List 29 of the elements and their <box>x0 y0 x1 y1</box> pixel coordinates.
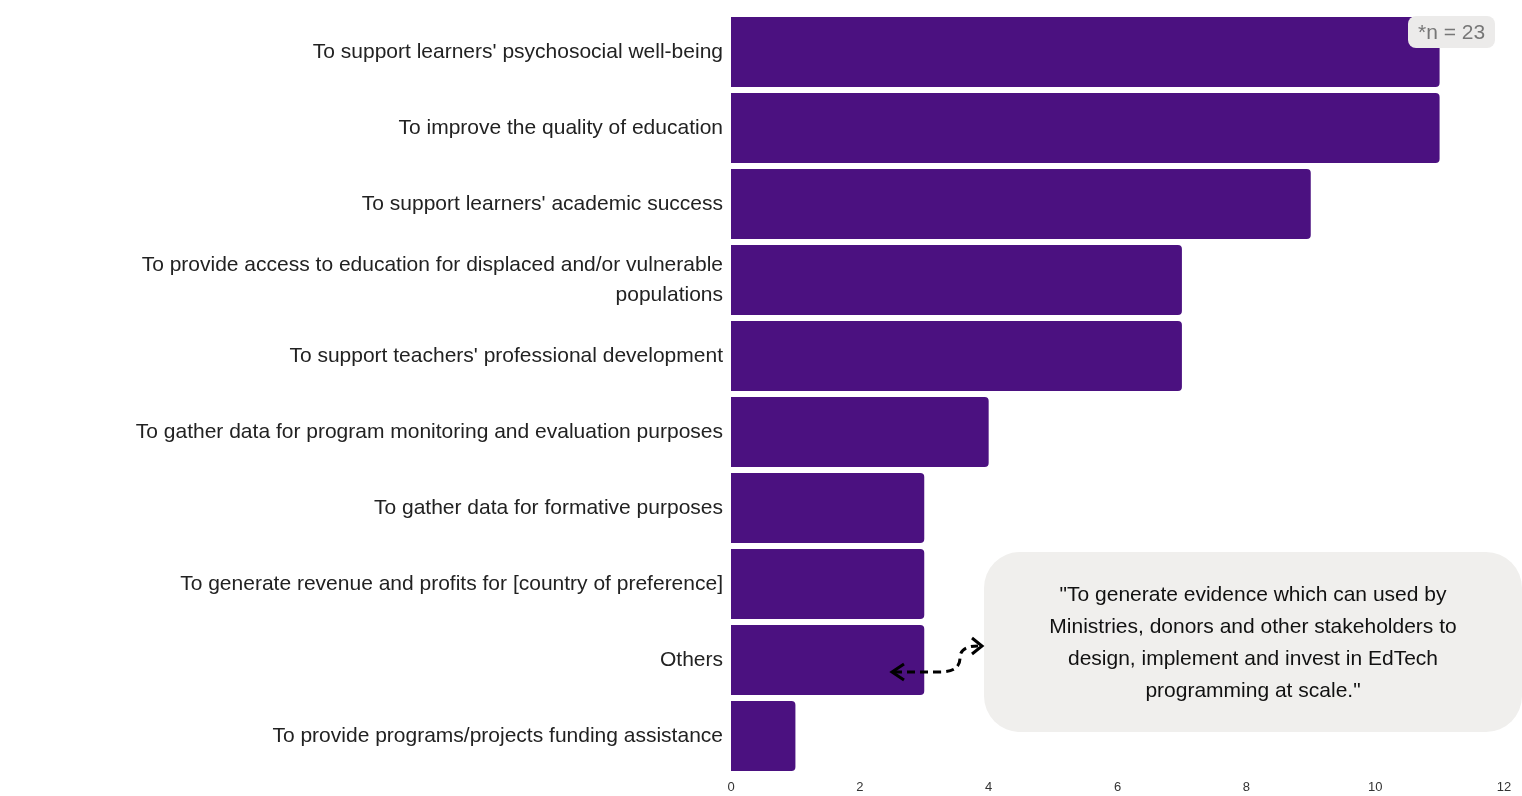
y-tick-label: To support learners' psychosocial well-being <box>312 38 723 62</box>
note-tag: *n = 23 <box>1408 16 1496 48</box>
y-tick-label: To provide access to education for displaced and/or vulnerable populations <box>141 251 723 305</box>
x-tick-label: 12 <box>1496 779 1512 795</box>
x-tick-label: 4 <box>985 779 993 795</box>
bar <box>731 625 925 695</box>
y-tick-label: Others <box>659 646 723 670</box>
bar <box>731 397 989 467</box>
bar <box>731 321 1182 391</box>
bar <box>731 549 925 619</box>
y-tick-label: To provide programs/projects funding assistance <box>272 722 723 746</box>
bar <box>731 17 1440 87</box>
y-tick-label: To support teachers' professional development <box>289 342 724 366</box>
x-tick-label: 10 <box>1367 779 1383 795</box>
bar <box>731 473 925 543</box>
bar <box>731 93 1440 163</box>
x-tick-label: 8 <box>1242 779 1250 795</box>
y-tick-label: To improve the quality of education <box>398 114 723 138</box>
y-tick-label: To support learners' academic success <box>361 190 723 214</box>
bar <box>731 701 796 771</box>
speech-callout: "To generate evidence which can used by Ministries, donors and other stakeholders to design, implement and invest in EdTech programming at scale." <box>984 552 1522 732</box>
x-tick-label: 6 <box>1113 779 1122 795</box>
y-tick-label: To gather data for program monitoring and evaluation purposes <box>135 418 723 442</box>
y-tick-label: To gather data for formative purposes <box>373 494 723 518</box>
bar <box>731 169 1311 239</box>
y-tick-label: To generate revenue and profits for [country of preference] <box>180 570 723 594</box>
bar <box>731 245 1182 315</box>
x-tick-label: 2 <box>856 779 864 795</box>
x-tick-label: 0 <box>727 779 735 795</box>
